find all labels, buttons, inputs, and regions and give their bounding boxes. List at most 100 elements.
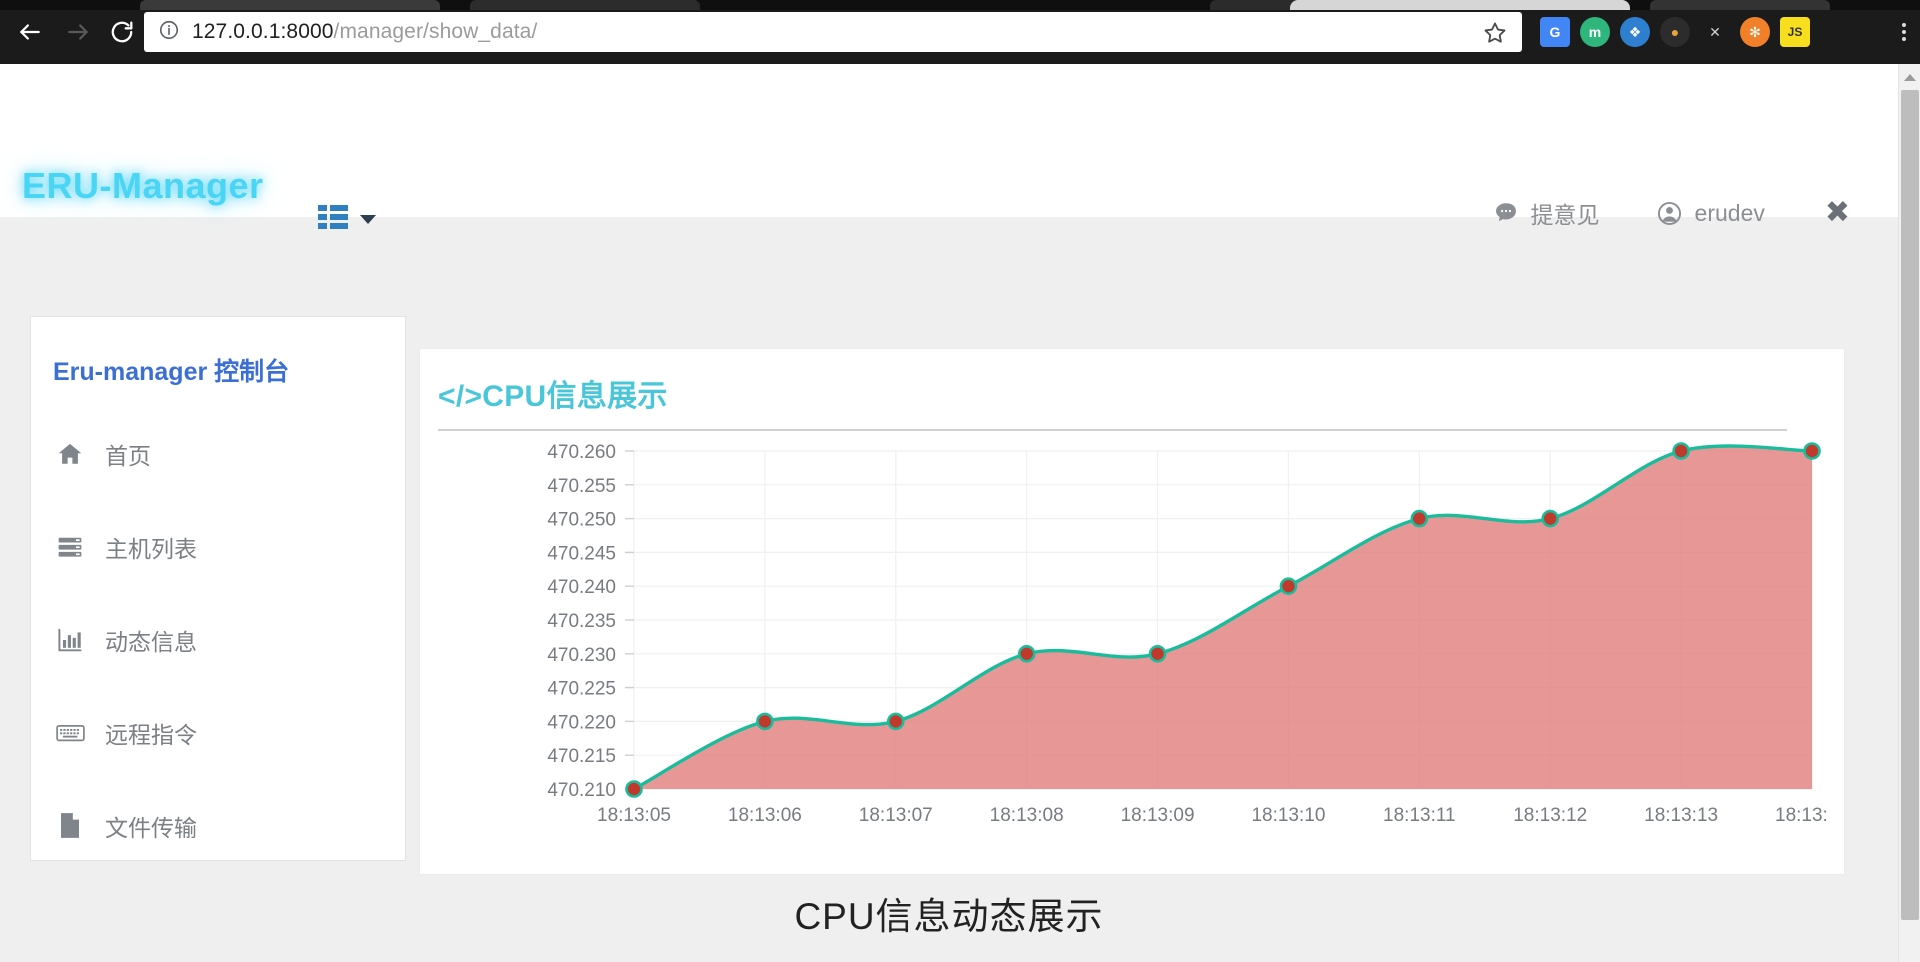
google-translate-extension-icon[interactable]: G <box>1540 17 1570 47</box>
sidebar-item-host-list[interactable]: 主机列表 <box>53 500 383 593</box>
footer: CPU信息动态展示 tips: 请确保客户端主机在运行send_data.py脚… <box>0 886 1898 962</box>
address-bar[interactable]: 127.0.0.1:8000/manager/show_data/ <box>144 12 1522 52</box>
back-button[interactable] <box>8 10 52 54</box>
title-divider <box>438 429 1787 431</box>
nav-grid-toggle[interactable] <box>318 204 376 235</box>
url-host: 127.0.0.1:8000 <box>192 20 334 43</box>
svg-text:470.220: 470.220 <box>547 712 616 733</box>
caret-down-icon <box>360 215 376 224</box>
site-header: ERU-Manager <box>0 64 1898 229</box>
sidebar: Eru-manager 控制台 首页 <box>30 316 406 861</box>
footer-heading: CPU信息动态展示 <box>794 896 1104 937</box>
y-axis-tick-labels: 470.210 470.215 470.220 470.225 470.230 470.2… <box>547 442 616 801</box>
svg-text:470.245: 470.245 <box>547 543 616 564</box>
header-background <box>0 64 1898 217</box>
svg-text:18:13:10: 18:13:10 <box>1251 805 1325 826</box>
comment-icon <box>1493 200 1519 226</box>
javascript-extension-icon[interactable]: JS <box>1780 17 1810 47</box>
scroll-up-arrow-icon[interactable] <box>1899 68 1920 86</box>
sidebar-item-file-transfer[interactable]: 文件传输 <box>53 779 383 872</box>
sidebar-title-latin: Eru-manager <box>53 358 215 386</box>
x-axis-tick-labels: 18:13:05 18:13:06 18:13:07 18:13:08 18:13:09… <box>597 805 1828 826</box>
sidebar-item-label: 文件传输 <box>105 814 197 841</box>
chart-plot[interactable]: 470.210 470.215 470.220 470.225 470.230 470.2… <box>438 441 1828 861</box>
feedback-link[interactable]: 提意见 <box>1493 196 1600 230</box>
svg-text:470.215: 470.215 <box>547 746 616 767</box>
th-list-icon <box>318 204 348 235</box>
orange-extension-icon[interactable]: ✻ <box>1740 17 1770 47</box>
sidebar-item-label: 动态信息 <box>105 628 197 655</box>
svg-text:470.235: 470.235 <box>547 611 616 632</box>
area-fill <box>634 445 1812 789</box>
background-tab[interactable] <box>470 0 700 10</box>
bar-chart-icon <box>53 627 87 653</box>
svg-text:470.240: 470.240 <box>547 577 616 598</box>
svg-text:18:13:05: 18:13:05 <box>597 805 671 826</box>
blue-puzzle-extension-icon[interactable]: ❖ <box>1620 17 1650 47</box>
sidebar-item-label: 远程指令 <box>105 721 197 748</box>
background-tab[interactable] <box>140 0 440 10</box>
keyboard-icon <box>53 721 87 745</box>
page-info-icon[interactable] <box>158 19 180 46</box>
x-extension-icon[interactable]: ✕ <box>1700 17 1730 47</box>
reload-button[interactable] <box>100 10 144 54</box>
cpu-area-chart[interactable]: 470.210 470.215 470.220 470.225 470.230 470.2… <box>438 441 1828 861</box>
user-label: erudev <box>1694 199 1765 226</box>
svg-text:470.210: 470.210 <box>547 780 616 801</box>
svg-text:18:13:11: 18:13:11 <box>1383 805 1456 826</box>
sidebar-title: Eru-manager 控制台 <box>53 352 289 388</box>
home-icon <box>53 441 87 467</box>
svg-text:18:13:09: 18:13:09 <box>1121 805 1195 826</box>
forward-arrow-icon <box>65 19 91 45</box>
svg-text:18:13:07: 18:13:07 <box>859 805 933 826</box>
server-icon <box>53 534 87 560</box>
series-line <box>632 444 1814 791</box>
vertical-scrollbar[interactable] <box>1898 64 1920 962</box>
sidebar-item-label: 主机列表 <box>105 535 197 562</box>
sidebar-item-remote-command[interactable]: 远程指令 <box>53 686 383 779</box>
chart-card-title: </>CPU信息展示 <box>438 371 668 415</box>
svg-text:470.225: 470.225 <box>547 679 616 700</box>
close-icon[interactable]: ✖ <box>1824 196 1850 229</box>
scrollbar-thumb[interactable] <box>1901 90 1919 920</box>
url-path: /manager/show_data/ <box>333 20 538 43</box>
sidebar-menu: 首页 主机列表 <box>53 407 383 872</box>
extension-toolbar[interactable]: G m ❖ ● ✕ ✻ JS <box>1540 10 1810 54</box>
page-viewport: ERU-Manager <box>0 64 1920 962</box>
svg-text:18:13:14: 18:13:14 <box>1775 805 1828 826</box>
svg-text:18:13:06: 18:13:06 <box>728 805 802 826</box>
header-actions: 提意见 erudev ✖ <box>1437 196 1850 230</box>
star-icon[interactable] <box>1482 20 1508 51</box>
three-dot-menu-icon[interactable] <box>1893 10 1915 54</box>
reload-icon <box>109 19 135 45</box>
y-tick-marks <box>625 450 634 790</box>
file-icon <box>53 812 87 839</box>
url-text: 127.0.0.1:8000/manager/show_data/ <box>192 20 537 44</box>
dark-circle-extension-icon[interactable]: ● <box>1660 17 1690 47</box>
svg-text:470.260: 470.260 <box>547 442 616 463</box>
forward-button <box>56 10 100 54</box>
svg-text:18:13:08: 18:13:08 <box>990 805 1064 826</box>
data-points <box>625 442 1821 798</box>
sidebar-title-cjk: 控制台 <box>214 358 290 386</box>
active-tab[interactable] <box>1290 0 1630 10</box>
svg-text:470.250: 470.250 <box>547 510 616 531</box>
svg-text:470.255: 470.255 <box>547 476 616 497</box>
brand-logo[interactable]: ERU-Manager <box>22 165 264 206</box>
user-circle-icon <box>1656 200 1683 227</box>
sidebar-item-home[interactable]: 首页 <box>53 407 383 500</box>
sidebar-item-dynamic-info[interactable]: 动态信息 <box>53 593 383 686</box>
code-mark: </> <box>438 380 483 413</box>
feedback-label: 提意见 <box>1530 202 1600 228</box>
back-arrow-icon <box>17 19 43 45</box>
sidebar-item-label: 首页 <box>105 442 151 469</box>
svg-text:18:13:12: 18:13:12 <box>1513 805 1587 826</box>
tab-strip[interactable] <box>0 0 1920 10</box>
browser-chrome: 127.0.0.1:8000/manager/show_data/ G m ❖ … <box>0 0 1920 64</box>
background-tab[interactable] <box>1650 0 1830 10</box>
chart-card-title-text: CPU信息展示 <box>482 380 668 413</box>
svg-text:470.230: 470.230 <box>547 645 616 666</box>
svg-text:18:13:13: 18:13:13 <box>1644 805 1718 826</box>
green-circle-extension-icon[interactable]: m <box>1580 17 1610 47</box>
user-menu[interactable]: erudev <box>1656 200 1765 227</box>
